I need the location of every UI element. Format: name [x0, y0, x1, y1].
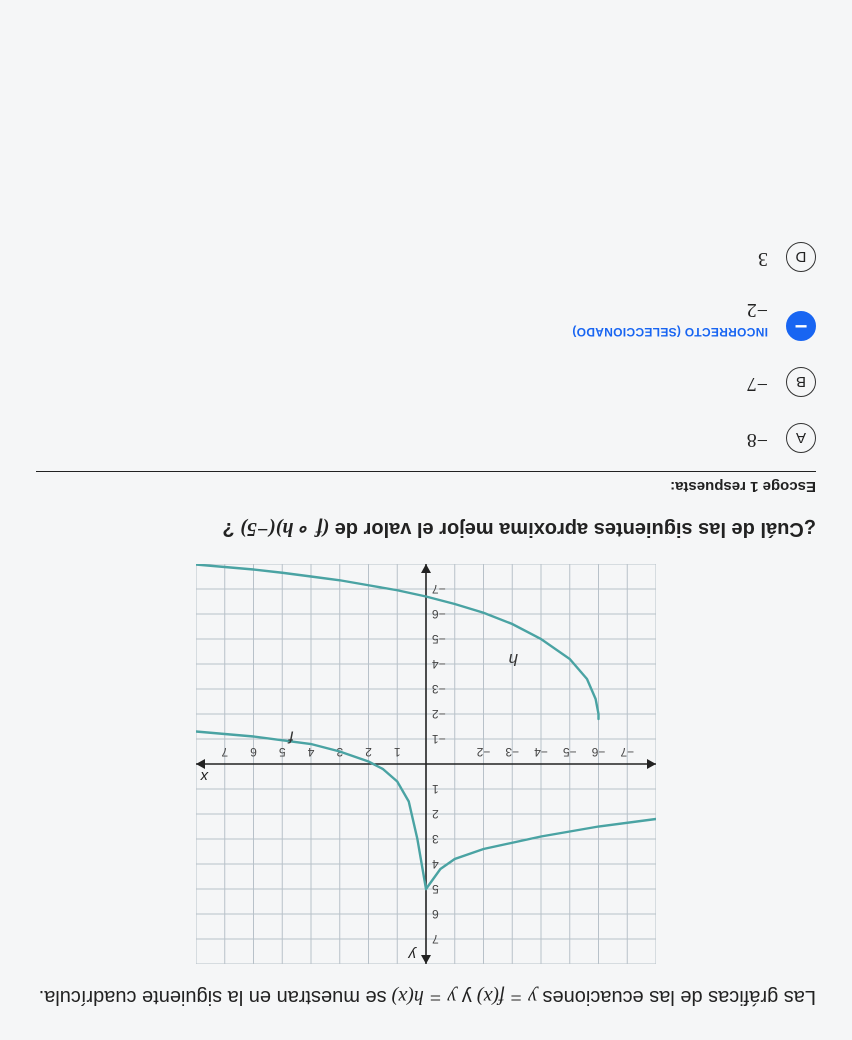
question-prefix: ¿Cuál de las siguientes aproxima mejor e…: [329, 518, 816, 540]
choice-body: −8: [747, 428, 768, 453]
svg-text:1: 1: [432, 782, 439, 796]
svg-text:−3: −3: [505, 745, 519, 759]
choice-letter[interactable]: A: [786, 423, 816, 453]
svg-text:h: h: [509, 650, 518, 669]
choice-body: 3: [758, 247, 768, 272]
svg-text:−2: −2: [432, 707, 446, 721]
svg-text:2: 2: [365, 745, 372, 759]
svg-text:−4: −4: [432, 657, 446, 671]
separator: [36, 471, 816, 472]
svg-text:1: 1: [394, 745, 401, 759]
svg-text:−1: −1: [432, 732, 446, 746]
svg-text:−5: −5: [432, 632, 446, 646]
intro-mid: y: [456, 986, 472, 1008]
svg-text:6: 6: [250, 745, 257, 759]
svg-text:−7: −7: [620, 745, 634, 759]
eq2: y = h(x): [387, 986, 457, 1008]
svg-text:4: 4: [307, 745, 314, 759]
svg-text:−7: −7: [432, 582, 446, 596]
choice-letter[interactable]: B: [786, 367, 816, 397]
svg-text:−5: −5: [563, 745, 577, 759]
choice-B[interactable]: B −7: [36, 367, 816, 397]
choice-value: −8: [747, 428, 768, 451]
svg-text:5: 5: [432, 882, 439, 896]
svg-text:7: 7: [432, 932, 439, 946]
graph-container: −7−6−5−4−3−212345677654321−1−2−3−4−5−6−7…: [36, 564, 816, 964]
chart: −7−6−5−4−3−212345677654321−1−2−3−4−5−6−7…: [196, 564, 656, 964]
choice-value: −2: [572, 298, 768, 321]
svg-text:f: f: [287, 728, 294, 747]
svg-text:2: 2: [432, 807, 439, 821]
svg-text:6: 6: [432, 907, 439, 921]
svg-text:−6: −6: [591, 745, 605, 759]
intro-suffix: se muestran en la siguiente cuadrícula.: [39, 986, 387, 1008]
eq1: y = f(x): [472, 986, 537, 1008]
instruction-text: Escoge 1 respuesta:: [36, 478, 816, 495]
choice-body: −7: [747, 372, 768, 397]
choice-body: INCORRECTO (SELECCIONADO) −2: [572, 298, 768, 341]
question-text: ¿Cuál de las siguientes aproxima mejor e…: [36, 517, 816, 542]
svg-text:7: 7: [221, 745, 228, 759]
svg-text:4: 4: [432, 857, 439, 871]
svg-text:−4: −4: [534, 745, 548, 759]
intro-text: Las gráficas de las ecuaciones y = f(x) …: [36, 982, 816, 1012]
svg-text:5: 5: [279, 745, 286, 759]
choice-value: 3: [758, 247, 768, 270]
intro-prefix: Las gráficas de las ecuaciones: [537, 986, 816, 1008]
svg-text:3: 3: [432, 832, 439, 846]
choice-letter[interactable]: D: [786, 242, 816, 272]
svg-text:−3: −3: [432, 682, 446, 696]
svg-text:−6: −6: [432, 607, 446, 621]
choices-list: A −8 B −7 − INCORRECTO (SELECCIONADO) −2 D3: [36, 242, 816, 453]
choice-A[interactable]: A −8: [36, 423, 816, 453]
svg-text:−2: −2: [476, 745, 490, 759]
choice-−[interactable]: − INCORRECTO (SELECCIONADO) −2: [36, 298, 816, 341]
question-suffix: ?: [222, 518, 234, 540]
choice-letter[interactable]: −: [786, 311, 816, 341]
svg-text:y: y: [407, 946, 417, 963]
question-expr: (f ∘ h)(−5): [240, 518, 329, 540]
choice-value: −7: [747, 372, 768, 395]
svg-text:x: x: [200, 768, 209, 785]
choice-D[interactable]: D3: [36, 242, 816, 272]
choice-status: INCORRECTO (SELECCIONADO): [572, 325, 768, 339]
